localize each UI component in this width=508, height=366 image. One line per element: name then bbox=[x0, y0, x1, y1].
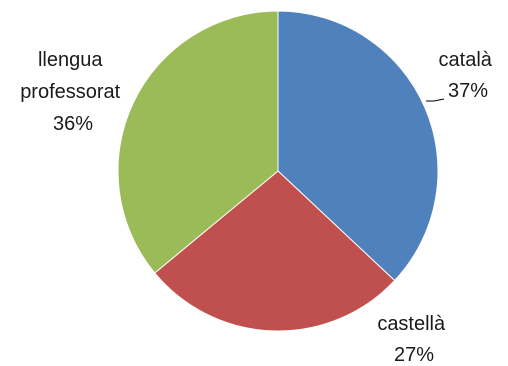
label-castella: castellà 27% bbox=[377, 313, 450, 366]
label-castella-name: castellà bbox=[377, 313, 446, 335]
pie-slice-llengua-professorat bbox=[117, 10, 279, 274]
label-llengua-line1: llengua bbox=[38, 49, 103, 71]
label-catala-name: català bbox=[439, 49, 493, 71]
pie-slice-castella bbox=[154, 170, 396, 332]
label-catala-value: 37% bbox=[448, 80, 488, 102]
label-llengua-professorat: llengua professorat 36% bbox=[20, 49, 126, 135]
label-catala: català 37% bbox=[439, 49, 498, 102]
pie-slices bbox=[117, 10, 439, 332]
pie-slice-catala bbox=[277, 10, 439, 282]
leader-line-catala bbox=[426, 98, 445, 102]
label-llengua-value: 36% bbox=[53, 113, 93, 135]
label-llengua-line2: professorat bbox=[20, 81, 120, 103]
label-castella-value: 27% bbox=[394, 344, 434, 366]
